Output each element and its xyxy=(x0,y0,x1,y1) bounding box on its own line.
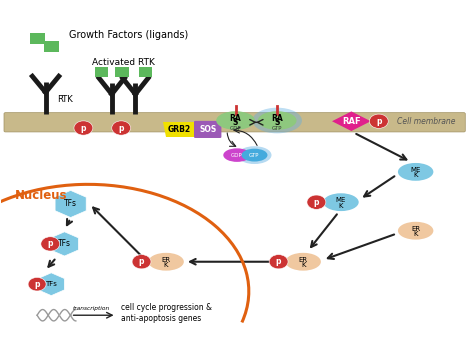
Polygon shape xyxy=(163,122,195,137)
Text: S: S xyxy=(274,118,280,127)
Text: ER: ER xyxy=(162,257,171,263)
Ellipse shape xyxy=(223,148,251,162)
Text: p: p xyxy=(118,124,124,132)
Text: RTK: RTK xyxy=(57,95,73,104)
Ellipse shape xyxy=(398,163,433,181)
Text: TFs: TFs xyxy=(64,199,77,208)
Text: GDP: GDP xyxy=(231,153,243,158)
Text: Nucleus: Nucleus xyxy=(15,189,67,202)
Text: ME: ME xyxy=(410,167,421,173)
Circle shape xyxy=(112,121,131,135)
Text: K: K xyxy=(413,231,418,237)
Circle shape xyxy=(41,237,60,251)
Text: p: p xyxy=(139,257,144,266)
Text: K: K xyxy=(301,262,305,268)
Ellipse shape xyxy=(241,149,267,161)
Text: p: p xyxy=(314,198,319,207)
Text: ME: ME xyxy=(336,197,346,203)
Text: S: S xyxy=(233,118,238,127)
Text: GRB2: GRB2 xyxy=(168,125,191,134)
Text: p: p xyxy=(47,240,53,248)
Text: SOS: SOS xyxy=(199,125,216,134)
Circle shape xyxy=(74,121,93,135)
Text: cell cycle progression &
anti-apoptosis genes: cell cycle progression & anti-apoptosis … xyxy=(121,303,212,324)
Text: K: K xyxy=(164,262,168,268)
Ellipse shape xyxy=(237,146,272,164)
Ellipse shape xyxy=(216,111,255,130)
Ellipse shape xyxy=(252,108,302,133)
Text: RA: RA xyxy=(230,114,241,123)
Text: K: K xyxy=(413,173,418,178)
Circle shape xyxy=(307,195,326,209)
FancyBboxPatch shape xyxy=(194,121,221,138)
Circle shape xyxy=(132,255,151,269)
Text: p: p xyxy=(81,124,86,132)
Text: TFs: TFs xyxy=(58,240,71,248)
Text: GTP: GTP xyxy=(249,153,260,158)
Text: p: p xyxy=(276,257,282,266)
FancyBboxPatch shape xyxy=(4,113,465,132)
Text: Cell membrane: Cell membrane xyxy=(397,117,456,126)
Ellipse shape xyxy=(148,253,184,271)
Text: p: p xyxy=(376,117,382,126)
Circle shape xyxy=(269,255,288,269)
Text: GDP: GDP xyxy=(230,126,241,131)
Text: RA: RA xyxy=(271,114,283,123)
Polygon shape xyxy=(332,111,371,131)
Text: RAF: RAF xyxy=(342,117,361,126)
Text: ER: ER xyxy=(299,257,308,263)
Text: TFs: TFs xyxy=(46,281,57,287)
Circle shape xyxy=(28,277,46,291)
Ellipse shape xyxy=(285,253,321,271)
Text: GTP: GTP xyxy=(272,126,283,131)
Circle shape xyxy=(369,114,388,129)
Text: K: K xyxy=(339,203,343,209)
Text: Growth Factors (ligands): Growth Factors (ligands) xyxy=(69,30,189,40)
Text: p: p xyxy=(34,280,40,289)
Ellipse shape xyxy=(258,111,297,130)
Text: transcription: transcription xyxy=(73,306,110,311)
Ellipse shape xyxy=(323,193,359,211)
Text: ER: ER xyxy=(411,226,420,232)
Ellipse shape xyxy=(398,222,433,240)
Text: Activated RTK: Activated RTK xyxy=(92,58,155,67)
